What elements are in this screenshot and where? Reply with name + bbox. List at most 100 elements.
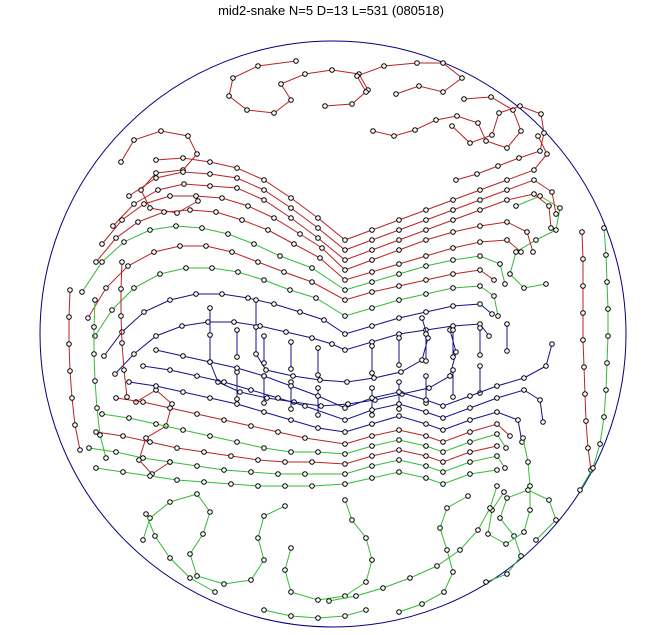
vertex-marker: [143, 511, 149, 517]
vertex-marker: [544, 151, 550, 157]
boundary-circle: [39, 40, 627, 628]
vertex-marker: [153, 170, 159, 176]
vertex-marker: [153, 347, 159, 353]
vertex-marker: [477, 239, 483, 245]
vertex-marker: [533, 237, 539, 243]
vertex-marker: [467, 471, 473, 477]
vertex-marker: [494, 421, 500, 427]
vertex-marker: [125, 263, 131, 269]
vertex-marker: [516, 155, 522, 161]
vertex-marker: [369, 305, 375, 311]
vertex-marker: [315, 225, 321, 231]
vertex-marker: [253, 297, 259, 303]
vertex-marker: [72, 422, 78, 428]
vertex-marker: [477, 253, 483, 259]
vertex-marker: [369, 453, 375, 459]
vertex-marker: [520, 435, 526, 441]
vertex-marker: [141, 309, 147, 315]
vertex-marker: [282, 503, 288, 509]
vertex-marker: [450, 245, 456, 251]
vertex-marker: [174, 445, 180, 451]
vertex-marker: [271, 110, 277, 116]
vertex-marker: [329, 341, 335, 347]
vertex-marker: [419, 601, 425, 607]
vertex-marker: [92, 333, 98, 339]
vertex-marker: [396, 457, 402, 463]
vertex-marker: [349, 101, 355, 107]
vertex-marker: [504, 197, 510, 203]
vertex-marker: [467, 140, 473, 146]
path-segment-navy: [255, 300, 429, 383]
path-segment-red: [581, 231, 592, 471]
vertex-marker: [207, 433, 213, 439]
vertex-marker: [234, 327, 240, 333]
vertex-marker: [93, 429, 99, 435]
vertex-marker: [99, 259, 105, 265]
vertex-marker: [261, 177, 267, 183]
vertex-marker: [504, 571, 510, 577]
path-segment-navy: [142, 365, 544, 423]
vertex-marker: [515, 417, 521, 423]
vertex-marker: [302, 435, 308, 441]
vertex-marker: [396, 413, 402, 419]
vertex-marker: [414, 60, 420, 66]
vertex-marker: [207, 395, 213, 401]
vertex-marker: [541, 130, 547, 136]
vertex-marker: [288, 339, 294, 345]
vertex-marker: [315, 372, 321, 378]
vertex-marker: [147, 439, 153, 445]
vertex-marker: [457, 547, 463, 553]
vertex-marker: [297, 309, 303, 315]
vertex-marker: [342, 267, 348, 273]
vertex-marker: [423, 263, 429, 269]
vertex-marker: [475, 120, 481, 126]
vertex-marker: [580, 256, 586, 262]
vertex-marker: [396, 437, 402, 443]
vertex-marker: [521, 285, 527, 291]
vertex-marker: [369, 257, 375, 263]
vertex-marker: [543, 281, 549, 287]
vertex-marker: [174, 477, 180, 483]
vertex-marker: [318, 403, 324, 409]
vertex-marker: [207, 509, 213, 515]
vertex-marker: [423, 291, 429, 297]
vertex-marker: [131, 351, 137, 357]
vertex-marker: [288, 449, 294, 455]
vertex-marker: [396, 247, 402, 253]
path-segment-green: [328, 485, 498, 602]
vertex-marker: [502, 281, 508, 287]
vertex-marker: [396, 389, 402, 395]
vertex-marker: [167, 499, 173, 505]
vertex-marker: [113, 449, 119, 455]
vertex-marker: [580, 310, 586, 316]
vertex-marker: [513, 203, 519, 209]
vertex-marker: [313, 295, 319, 301]
vertex-marker: [180, 353, 186, 359]
vertex-marker: [118, 286, 124, 292]
vertex-marker: [221, 467, 227, 473]
vertex-marker: [315, 425, 321, 431]
vertex-marker: [277, 253, 283, 259]
vertex-marker: [553, 227, 559, 233]
vertex-marker: [342, 331, 348, 337]
vertex-marker: [450, 303, 456, 309]
vertex-marker: [440, 415, 446, 421]
path-segment-green: [142, 493, 286, 585]
vertex-marker: [193, 193, 199, 199]
vertex-marker: [234, 185, 240, 191]
vertex-marker: [342, 429, 348, 435]
path-segment-green: [95, 467, 498, 487]
vertex-marker: [209, 265, 215, 271]
vertex-marker: [504, 348, 510, 354]
vertex-marker: [234, 175, 240, 181]
vertex-marker: [194, 463, 200, 469]
vertex-marker: [454, 113, 460, 119]
vertex-marker: [157, 271, 163, 277]
vertex-marker: [491, 293, 497, 299]
vertex-marker: [219, 291, 225, 297]
vertex-marker: [494, 383, 500, 389]
vertex-marker: [396, 335, 402, 341]
vertex-marker: [113, 395, 119, 401]
vertex-marker: [177, 243, 183, 249]
vertex-marker: [440, 89, 446, 95]
